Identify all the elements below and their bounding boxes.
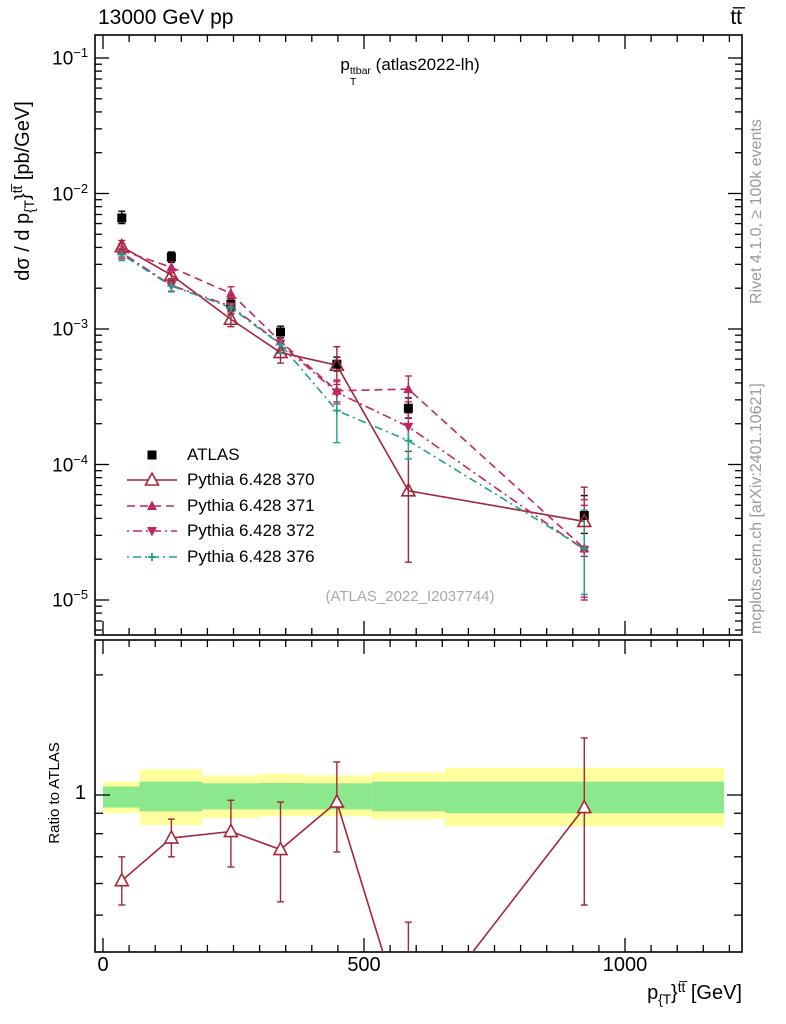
ratio-marker-open-triangle [113,871,130,887]
band-green [139,781,203,812]
ratio-series [113,737,593,952]
observable-title: p ttbar T (atlas2022-lh) [240,55,580,88]
legend-marker-icon [127,471,177,487]
marker-triangle-down [403,422,414,433]
marker-triangle-down [331,388,342,398]
observable-subscript: T [349,75,357,88]
x-tick-label: 500 [347,954,381,976]
legend-marker-icon [147,450,157,460]
marker-open-triangle-up [400,482,417,497]
marker-open-triangle-up [272,343,289,359]
ratio-marker-open-triangle [163,829,180,844]
marker-square [275,327,285,337]
x-title-suffix: [GeV] [685,982,742,1004]
y-title-sup: tt̅ [9,185,25,194]
ratio-marker-open-triangle [272,840,289,856]
process-label: tt̅ [730,6,742,29]
marker-open-triangle-up [163,266,180,281]
legend-label: Pythia 6.428 372 [187,521,315,541]
marker-triangle-up [403,383,414,394]
y-title-suffix: [pb/GeV] [12,101,34,186]
ratio-uncertainty-bands [103,767,725,827]
ratio-marker-open-triangle [223,822,239,838]
legend-item: Pythia 6.428 371 [126,493,315,519]
main-series [113,210,593,601]
y-tick-label: 10−1 [52,45,88,70]
marker-triangle-down [147,527,157,537]
y-title-prefix: dσ / d p [12,212,34,281]
y-title-brace: } [12,193,34,200]
legend-item: Pythia 6.428 376 [126,544,315,570]
beam-energy-label: 13000 GeV pp [98,6,234,29]
series-markers [117,250,589,553]
ratio-marker-open-triangle [329,793,345,808]
observable-superscript: ttbar [349,64,371,77]
legend: ATLAS Pythia 6.428 370 Pythia 6.428 371 Pyt… [126,442,315,570]
marker-square [147,450,157,460]
marker-triangle-up [147,500,157,510]
legend-label: ATLAS [187,444,240,464]
y-tick-label: 10−2 [52,180,88,205]
ratio-error-bar [580,737,588,906]
legend-marker-icon [127,527,177,537]
mcplots-arxiv-note: mcplots.cern.ch [arXiv:2401.10621] [748,383,765,634]
ratio-panel-frame [94,639,743,953]
legend-marker-icon [127,552,177,561]
observable-symbol: p [340,55,350,74]
y-axis-title: dσ / d p{T}tt̅ [pb/GeV] [9,40,37,342]
marker-square [117,213,127,223]
ratio-marker-open-triangle [576,798,593,814]
rivet-version-note: Rivet 4.1.0, ≥ 100k events [748,119,765,304]
x-title-sub: {T [658,991,672,1007]
analysis-id-watermark: (ATLAS_2022_I2037744) [325,588,495,605]
marker-triangle-up [166,261,177,272]
band-green [371,781,445,812]
marker-square [332,359,342,369]
legend-item: ATLAS [126,442,315,468]
ratio-tick-label: 1 [74,782,86,804]
x-title-sup: tt̅ [677,979,686,995]
series-markers [113,238,593,528]
legend-label: Pythia 6.428 376 [187,546,315,566]
marker-square [403,403,413,413]
x-tick-label: 0 [97,954,109,976]
marker-triangle-up [225,287,236,298]
legend-label: Pythia 6.428 370 [187,470,315,490]
x-title-brace: } [671,982,678,1004]
band-green [103,786,140,808]
y-tick-label: 10−5 [52,587,88,612]
x-tick-label: 1000 [602,954,648,976]
y-tick-label: 10−3 [52,316,88,341]
ratio-error-bar [404,921,412,952]
x-axis-title: p{T}tt̅ [GeV] [440,979,742,1007]
marker-open-triangle-up [576,512,593,528]
legend-item: Pythia 6.428 370 [126,468,315,494]
legend-marker-icon [127,500,177,510]
observable-suffix: (atlas2022-lh) [370,55,480,74]
y-tick-label: 10−4 [52,451,88,476]
axis-ticks [95,35,742,952]
marker-open-triangle-up [223,310,239,326]
legend-item: Pythia 6.428 372 [126,519,315,545]
marker-open-triangle-up [329,356,345,372]
legend-label: Pythia 6.428 371 [187,495,315,515]
marker-square [166,252,176,262]
marker-open-triangle-up [144,471,160,487]
x-title-base: p [647,982,659,1004]
